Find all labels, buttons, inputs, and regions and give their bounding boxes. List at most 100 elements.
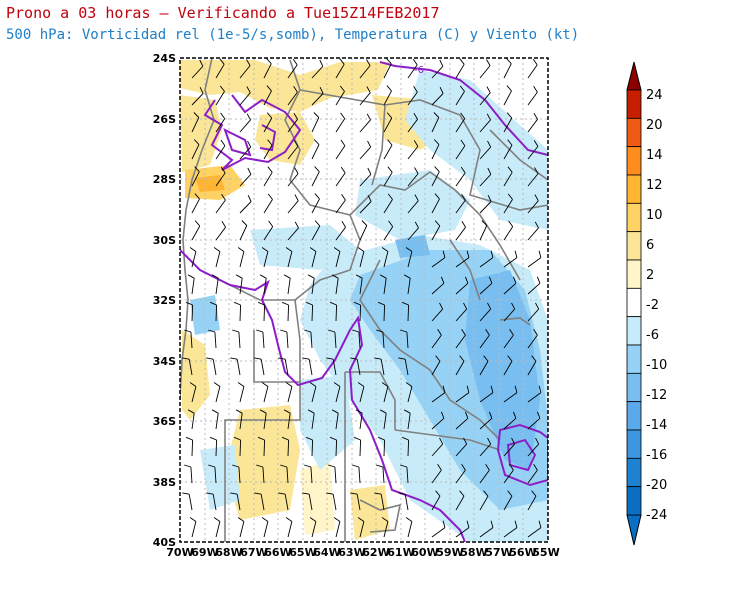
wind-barb-feather [267,193,273,200]
wind-barb-feather [514,250,518,258]
colorbar-label: -14 [646,418,667,433]
wind-barb-staff [527,146,539,160]
colorbar-label: -20 [646,478,667,493]
wind-barb-feather [233,301,241,306]
wind-barb-staff [431,282,445,295]
wind-barb-feather [514,520,518,528]
wind-barb-staff [287,200,299,214]
wind-barb-staff [188,359,193,376]
colorbar-label: -2 [646,298,659,313]
lon-tick-label: 60W [411,546,438,559]
wind-barb-staff [311,386,317,403]
wind-barb-staff [455,495,465,511]
wind-barb-staff [190,331,193,349]
lat-axis: 24S 26S 28S 30S 32S 34S 36S 38S 40S [153,52,176,549]
wind-barb-feather [246,86,251,93]
wind-barb-staff [286,331,289,349]
wind-barb-feather [533,140,539,147]
wind-barb-feather [241,220,248,226]
wind-barb-staff [311,171,320,187]
wind-barb-staff [215,251,221,268]
wind-barb-feather [531,355,537,362]
wind-barb-feather [506,85,512,92]
colorbar-bottom-arrow [626,514,642,546]
wind-barb-staff [407,304,410,322]
wind-barb-staff [527,469,538,484]
wind-barb-staff [239,173,252,187]
wind-barb-feather [487,140,492,148]
wind-barb-staff [239,521,245,538]
wind-barb-feather [182,492,190,495]
wind-barb-feather [209,301,217,306]
wind-barb-staff [236,359,241,376]
lat-tick-label: 26S [153,113,176,126]
wind-barb-feather [533,85,538,93]
wind-barb-feather [512,411,517,419]
wind-barb-staff [479,360,489,376]
wind-barb-feather [461,221,466,228]
wind-barb-feather [508,220,514,227]
wind-barb-staff [311,251,317,268]
wind-barb-staff [407,227,419,241]
wind-barb-feather [221,193,226,201]
wind-barb-staff [215,145,226,160]
wind-barb-feather [184,329,192,333]
wind-barb-feather [314,220,321,227]
wind-barb-feather [487,195,492,202]
wind-barb-staff [455,282,469,295]
lon-tick-label: 66W [264,546,291,559]
wind-barb-feather [533,328,538,336]
wind-barb-feather [305,301,313,306]
wind-barb-staff [191,304,194,322]
wind-barb-staff [263,199,273,214]
wind-barb-feather [507,166,513,173]
wind-barb-feather [366,59,371,66]
wind-barb-feather [352,464,360,468]
wind-barb-staff [334,466,337,484]
wind-barb-feather [339,85,345,92]
wind-barb-feather [187,409,195,414]
chart-title: Prono a 03 horas — Verificando a Tue15Z1… [6,4,440,22]
wind-barb-feather [246,59,251,66]
wind-barb-staff [455,91,465,106]
colorbar-swatch [626,174,642,204]
wind-barb-staff [263,278,267,295]
wind-barb-staff [406,466,409,484]
wind-barb-feather [414,167,419,174]
wind-barb-staff [359,386,365,403]
chart-subtitle: 500 hPa: Vorticidad rel (1e-5/s,somb), T… [6,27,580,43]
wind-barb-staff [479,417,493,430]
wind-barb-staff [356,359,361,376]
wind-barb-feather [403,409,411,414]
wind-barb-staff [407,118,418,133]
wind-barb-staff [191,386,197,403]
wind-barb-staff [383,413,387,430]
wind-barb-feather [292,58,298,66]
wind-barb-feather [329,301,337,306]
wind-barb-feather [535,302,540,310]
wind-barb-feather [193,139,200,145]
wind-barb-feather [208,464,216,468]
wind-barb-feather [381,382,389,387]
wind-barb-feather [247,167,252,175]
wind-barb-staff [455,199,466,214]
wind-barb-feather [353,301,361,306]
lat-tick-label: 24S [153,52,176,65]
wind-barb-feather [319,59,324,67]
colorbar-swatch [626,401,642,431]
wind-barb-staff [431,308,444,322]
wind-barb-feather [266,112,273,119]
wind-barb-feather [313,139,320,145]
wind-barb-feather [184,464,192,468]
wind-barb-feather [439,87,444,94]
wind-barb-feather [367,195,372,202]
wind-barb-staff [287,173,299,187]
wind-barb-staff [527,360,537,376]
wind-barb-staff [455,118,466,133]
wind-barb-feather [400,329,408,333]
lon-tick-label: 56W [509,546,536,559]
wind-barb-feather [435,355,441,362]
wind-barb-staff [311,225,321,241]
wind-barb-staff [383,386,389,403]
wind-barb-feather [439,437,444,445]
